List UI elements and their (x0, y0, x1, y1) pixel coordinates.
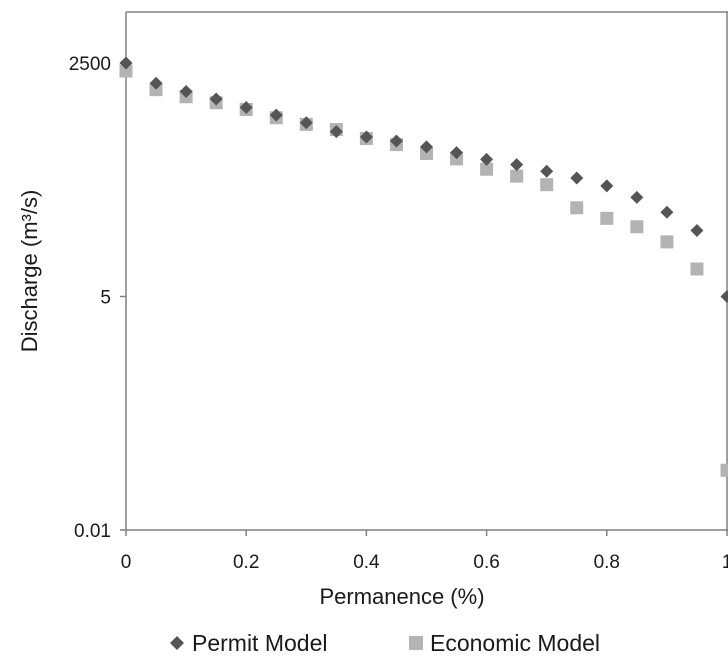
legend-marker-permit-model (170, 636, 184, 650)
x-tick-label: 0 (121, 552, 132, 573)
economic-model-point (570, 201, 584, 215)
permit-model-point (660, 205, 674, 219)
permit-model-point (239, 100, 253, 114)
economic-model-point (720, 463, 728, 477)
permit-model-point (179, 85, 193, 99)
y-axis-title: Discharge (m³/s) (17, 190, 42, 353)
legend-label-economic-model: Economic Model (430, 630, 600, 656)
y-axis-ticks: 0.01 5 2500 (69, 54, 126, 542)
economic-model-point (540, 178, 554, 192)
economic-model-point (600, 211, 614, 225)
legend: Permit Model Economic Model (170, 630, 600, 656)
permit-model-point (600, 179, 614, 193)
economic-model-point (630, 220, 644, 234)
permit-model-point (119, 56, 133, 70)
y-tick-label: 2500 (69, 54, 111, 75)
x-tick-label: 0.6 (473, 552, 499, 573)
series-permit-model (119, 56, 728, 303)
permit-model-point (630, 190, 644, 204)
permit-model-point (450, 146, 464, 160)
permit-model-point (690, 223, 704, 237)
plot-frame (125, 11, 728, 531)
economic-model-point (660, 235, 674, 249)
x-tick-label: 0.8 (594, 552, 620, 573)
economic-model-point (480, 162, 494, 176)
economic-model-point (690, 262, 704, 276)
data-marks (119, 56, 728, 477)
legend-marker-economic-model (409, 636, 423, 650)
series-economic-model (119, 64, 728, 477)
permit-model-point (420, 140, 433, 154)
x-axis-title: Permanence (%) (319, 584, 484, 609)
permit-model-point (209, 92, 223, 106)
permit-model-point (299, 116, 313, 130)
x-tick-label: 0.2 (233, 552, 259, 573)
permit-model-point (540, 164, 554, 178)
permit-model-point (389, 134, 403, 148)
x-tick-label: 0.4 (353, 552, 380, 573)
permit-model-point (510, 158, 524, 172)
permit-model-point (329, 125, 343, 139)
economic-model-point (420, 146, 433, 160)
permit-model-point (720, 290, 728, 303)
permit-model-point (480, 152, 494, 166)
permit-model-point (359, 130, 373, 144)
permit-model-point (269, 108, 283, 122)
permit-model-point (570, 171, 584, 185)
economic-model-point (510, 169, 524, 183)
x-axis-ticks: 0 0.2 0.4 0.6 0.8 1 (121, 530, 728, 573)
legend-label-permit-model: Permit Model (192, 630, 327, 656)
y-tick-label: 5 (100, 288, 111, 309)
permit-model-point (149, 76, 163, 90)
x-tick-label: 1 (722, 552, 728, 573)
y-tick-label: 0.01 (74, 521, 111, 542)
economic-model-point (119, 64, 133, 78)
